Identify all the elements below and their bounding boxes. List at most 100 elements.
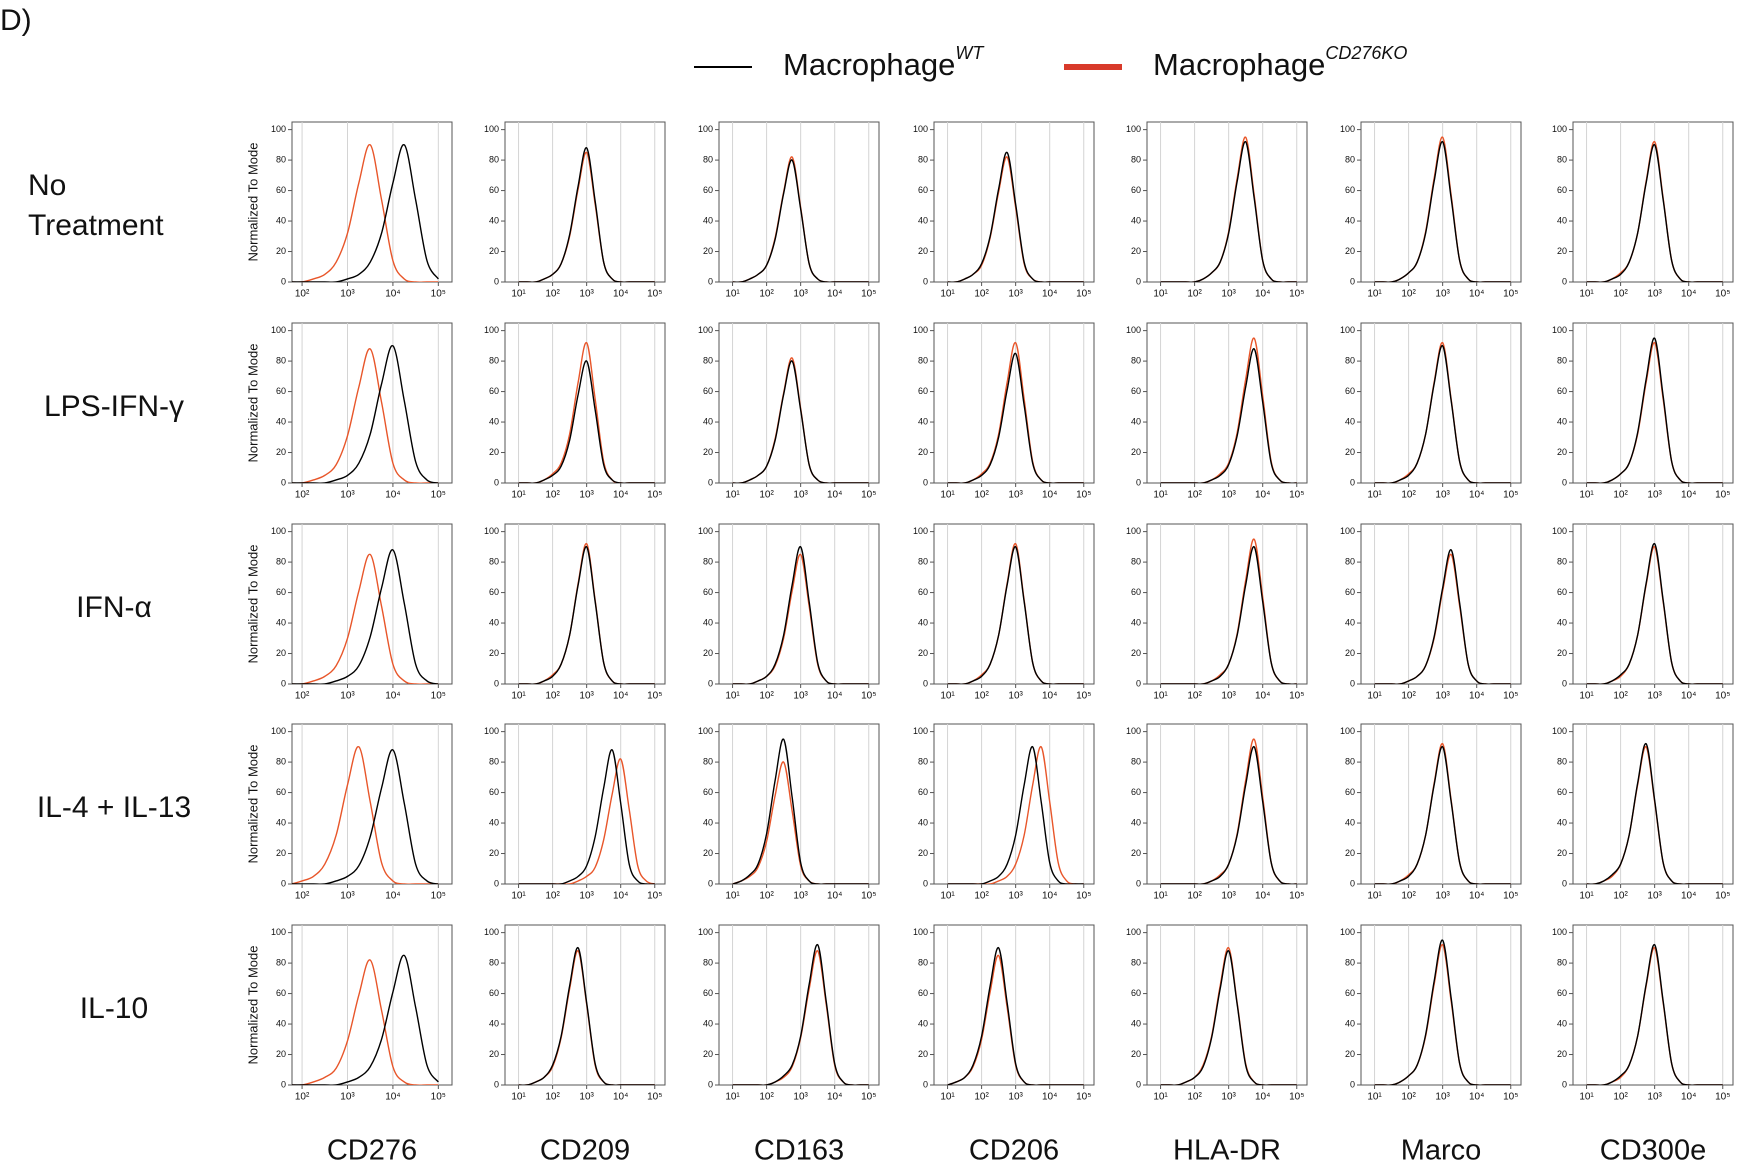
x-tick-label: 10³	[579, 490, 594, 501]
x-tick-label: 10²	[974, 691, 989, 702]
y-tick-label: 20	[703, 848, 713, 858]
y-tick-label: 60	[1131, 787, 1141, 797]
y-tick-label: 0	[281, 276, 286, 286]
y-tick-label: 0	[494, 276, 499, 286]
y-tick-label: 40	[703, 1018, 713, 1028]
y-tick-label: 40	[1131, 617, 1141, 627]
x-tick-label: 10²	[1187, 891, 1202, 902]
y-tick-label: 0	[923, 477, 928, 487]
y-axis-label: Normalized To Mode	[245, 344, 260, 463]
histogram-curve	[1160, 546, 1297, 684]
y-tick-label: 40	[1345, 215, 1355, 225]
x-tick-label: 10²	[759, 490, 774, 501]
y-tick-label: 0	[708, 276, 713, 286]
y-tick-label: 60	[1557, 787, 1567, 797]
plot-frame	[1360, 924, 1522, 1086]
x-tick-label: 10³	[579, 1092, 594, 1103]
plot-frame	[1146, 322, 1308, 484]
y-tick-label: 60	[276, 587, 286, 597]
y-tick-label: 0	[708, 878, 713, 888]
x-tick-label: 10⁵	[647, 891, 662, 902]
x-axis-label: Marco	[1401, 1135, 1482, 1167]
x-tick-label: 10⁵	[431, 1092, 446, 1103]
x-tick-label: 10⁴	[1681, 490, 1696, 501]
row-label: IL-4 + IL-13	[36, 791, 192, 824]
x-tick-label: 10⁵	[861, 490, 876, 501]
y-tick-label: 20	[703, 246, 713, 256]
histogram-curve	[518, 546, 655, 684]
y-tick-label: 40	[489, 215, 499, 225]
histogram-curve	[1160, 746, 1297, 884]
histogram-curve	[1586, 543, 1723, 684]
x-axis-label: HLA-DR	[1173, 1135, 1281, 1167]
x-tick-label: 10³	[1435, 289, 1450, 300]
y-tick-label: 60	[276, 988, 286, 998]
y-tick-label: 60	[489, 988, 499, 998]
x-tick-label: 10¹	[1153, 891, 1168, 902]
y-tick-label: 100	[1126, 124, 1141, 134]
x-tick-label: 10³	[340, 891, 355, 902]
x-tick-label: 10³	[1435, 691, 1450, 702]
histogram-panel: 10¹ 10² 10³ 10⁴ 10⁵ 0 20 40 60 80 100	[1126, 121, 1308, 300]
x-tick-label: 10¹	[511, 490, 526, 501]
x-tick-label: 10¹	[1153, 490, 1168, 501]
plot-frame	[291, 523, 453, 685]
y-tick-label: 60	[703, 787, 713, 797]
x-tick-label: 10⁵	[1715, 289, 1730, 300]
y-tick-label: 100	[271, 124, 286, 134]
plot-frame	[504, 523, 666, 685]
x-tick-label: 10³	[793, 1092, 808, 1103]
histogram-curve	[947, 352, 1084, 483]
x-tick-label: 10⁴	[385, 289, 400, 300]
x-tick-label: 10⁵	[431, 289, 446, 300]
plot-frame	[1572, 523, 1734, 685]
plot-frame	[718, 523, 880, 685]
y-tick-label: 40	[1557, 416, 1567, 426]
histogram-curve	[947, 746, 1084, 884]
plot-frame	[933, 121, 1095, 283]
y-tick-label: 80	[276, 355, 286, 365]
x-tick-label: 10⁴	[1042, 1092, 1057, 1103]
x-tick-label: 10¹	[511, 691, 526, 702]
x-tick-label: 10³	[1221, 289, 1236, 300]
x-tick-label: 10²	[1401, 490, 1416, 501]
y-tick-label: 80	[918, 957, 928, 967]
y-tick-label: 100	[484, 325, 499, 335]
histogram-curve	[292, 553, 439, 684]
y-tick-label: 100	[913, 124, 928, 134]
x-tick-label: 10⁴	[827, 691, 842, 702]
y-axis-label: Normalized To Mode	[245, 745, 260, 864]
x-tick-label: 10¹	[1367, 490, 1382, 501]
y-tick-label: 100	[1340, 124, 1355, 134]
x-tick-label: 10²	[1401, 691, 1416, 702]
y-tick-label: 60	[1131, 185, 1141, 195]
y-tick-label: 20	[918, 648, 928, 658]
x-tick-label: 10²	[1613, 691, 1628, 702]
histogram-panel: 10² 10³ 10⁴ 10⁵ 0 20 40 60 80 100 Normalized To Mo…	[245, 924, 453, 1167]
y-tick-label: 0	[1562, 477, 1567, 487]
x-tick-label: 10¹	[1153, 289, 1168, 300]
legend-text: Macrophage	[1153, 47, 1325, 82]
plot-frame	[933, 322, 1095, 484]
x-tick-label: 10⁵	[1715, 691, 1730, 702]
x-tick-label: 10⁴	[385, 691, 400, 702]
x-tick-label: 10²	[545, 691, 560, 702]
x-tick-label: 10²	[1187, 490, 1202, 501]
histogram-curve	[292, 746, 439, 884]
y-tick-label: 40	[1131, 1018, 1141, 1028]
histogram-panel: 10¹ 10² 10³ 10⁴ 10⁵ 0 20 40 60 80 100	[1340, 322, 1522, 501]
y-tick-label: 100	[1340, 927, 1355, 937]
histogram-curve	[1374, 345, 1511, 483]
y-tick-label: 0	[494, 878, 499, 888]
x-tick-label: 10¹	[1153, 1092, 1168, 1103]
plot-frame	[1360, 322, 1522, 484]
y-tick-label: 40	[1345, 1018, 1355, 1028]
x-tick-label: 10²	[545, 289, 560, 300]
y-tick-label: 40	[1345, 416, 1355, 426]
x-tick-label: 10⁴	[827, 490, 842, 501]
x-tick-label: 10⁴	[1255, 289, 1270, 300]
x-tick-label: 10³	[1647, 891, 1662, 902]
x-tick-label: 10³	[1647, 691, 1662, 702]
histogram-panel: 10² 10³ 10⁴ 10⁵ 0 20 40 60 80 100 Normalized To Mo…	[245, 322, 453, 501]
y-tick-label: 100	[484, 726, 499, 736]
